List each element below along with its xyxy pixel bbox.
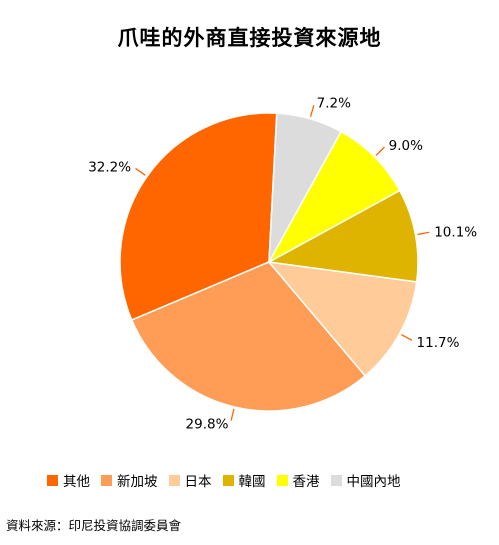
pie-slice-hongkong	[267, 130, 401, 264]
legend-swatch-hongkong	[276, 474, 288, 486]
legend-item-mainland-china: 中國內地	[330, 470, 401, 490]
legend-swatch-other	[47, 474, 58, 486]
data-label-korea: 10.1%	[434, 225, 477, 241]
legend-label-singapore: 新加坡	[117, 474, 158, 490]
leader-line-japan	[401, 334, 413, 341]
chart-legend: 其他 新加坡 日本 韓國 香港 中國內地	[47, 470, 412, 490]
legend-item-hongkong: 香港	[276, 470, 320, 490]
legend-item-singapore: 新加坡	[101, 470, 158, 490]
legend-label-other: 其他	[63, 474, 90, 490]
chart-title: 爪哇的外商直接投資來源地	[117, 26, 382, 50]
data-label-other: 32.2%	[88, 160, 131, 176]
legend-label-korea: 韓國	[238, 474, 266, 490]
data-label-singapore: 29.8%	[186, 416, 229, 432]
leader-line-other	[135, 167, 146, 176]
pie-slice-singapore	[130, 261, 367, 412]
legend-label-hongkong: 香港	[292, 474, 320, 490]
legend-swatch-japan	[168, 474, 180, 486]
pie-slice-mainland-china	[268, 112, 343, 263]
pie-slice-other	[119, 112, 278, 322]
leader-line-hongkong	[375, 146, 385, 156]
leader-line-mainland-china	[309, 105, 315, 117]
legend-item-other: 其他	[47, 470, 90, 490]
pie-chart: 32.2% 29.8% 11.7% 10.1% 9.0% 7.2%	[88, 95, 477, 432]
leader-line-singapore	[230, 408, 235, 421]
legend-swatch-singapore	[101, 474, 112, 486]
legend-label-mainland-china: 中國內地	[346, 474, 401, 490]
data-label-hongkong: 9.0%	[389, 138, 423, 154]
legend-item-korea: 韓國	[222, 470, 266, 490]
legend-label-japan: 日本	[184, 474, 212, 490]
data-label-japan: 11.7%	[417, 335, 460, 351]
legend-item-japan: 日本	[168, 470, 212, 490]
pie-slice-japan	[267, 260, 418, 377]
source-note: 資料來源：印尼投資協調委員會	[6, 518, 182, 533]
leader-line-korea	[417, 231, 430, 236]
pie-slice-korea	[266, 189, 419, 283]
legend-swatch-korea	[222, 474, 234, 486]
data-label-mainland-china: 7.2%	[317, 95, 351, 111]
legend-swatch-mainland-china	[330, 474, 342, 486]
